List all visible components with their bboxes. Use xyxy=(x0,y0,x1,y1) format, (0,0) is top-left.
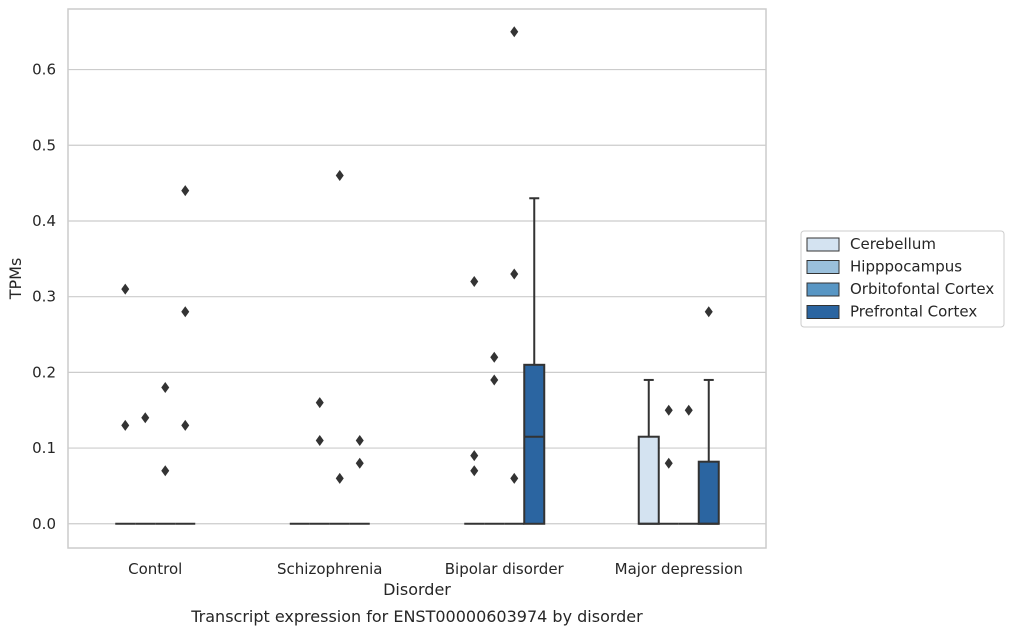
box-1-1 xyxy=(309,397,330,525)
outlier-point xyxy=(490,374,499,386)
box-body xyxy=(523,363,546,525)
outlier-point xyxy=(664,457,673,469)
outlier-point xyxy=(470,276,479,288)
plot-frame xyxy=(67,8,767,549)
y-tick-label: 0.5 xyxy=(32,136,56,154)
chart-caption: Transcript expression for ENST0000060397… xyxy=(190,607,643,626)
box-1-3 xyxy=(349,435,370,525)
outlier-point xyxy=(684,404,693,416)
outlier-point xyxy=(161,465,170,477)
outlier-point xyxy=(355,435,364,447)
box-2-3 xyxy=(523,197,546,525)
box-0-2 xyxy=(155,382,176,525)
box-2-2 xyxy=(504,26,525,525)
y-tick-label: 0.6 xyxy=(32,61,56,79)
box-2-0 xyxy=(464,276,485,525)
y-tick-labels: 0.0 0.1 0.2 0.3 0.4 0.5 0.6 xyxy=(32,61,56,533)
y-tick-label: 0.4 xyxy=(32,212,56,230)
outlier-point xyxy=(470,465,479,477)
box-3-1 xyxy=(658,404,679,525)
outlier-point xyxy=(315,397,324,409)
y-axis-title: TPMs xyxy=(6,258,25,301)
outlier-point xyxy=(141,412,150,424)
box-3-0 xyxy=(637,378,660,525)
outlier-point xyxy=(490,351,499,363)
legend: Cerebellum Hipppocampus Orbitofontal Corte… xyxy=(800,230,1005,328)
outlier-point xyxy=(664,404,673,416)
outlier-point xyxy=(355,457,364,469)
legend-swatch xyxy=(806,282,840,297)
legend-swatch xyxy=(806,260,840,274)
grid-lines xyxy=(68,68,766,525)
box-0-0 xyxy=(115,283,136,525)
box-plots xyxy=(115,26,720,525)
x-tick-labels: Control Schizophrenia Bipolar disorder Majo… xyxy=(128,560,743,578)
box-3-2 xyxy=(678,404,699,525)
y-tick-label: 0.0 xyxy=(32,515,56,533)
x-tick-label: Control xyxy=(128,560,182,578)
box-2-1 xyxy=(484,351,505,525)
legend-swatch xyxy=(806,305,840,319)
box-body xyxy=(637,435,660,525)
box-3-3 xyxy=(697,306,720,525)
legend-label: Hipppocampus xyxy=(850,258,962,276)
outlier-point xyxy=(510,472,519,484)
box-0-1 xyxy=(135,412,156,525)
legend-label: Cerebellum xyxy=(850,235,936,253)
legend-label: Orbitofontal Cortex xyxy=(850,280,994,298)
y-tick-label: 0.1 xyxy=(32,439,56,457)
outlier-point xyxy=(181,306,190,318)
outlier-point xyxy=(181,419,190,431)
outlier-point xyxy=(335,170,344,182)
outlier-point xyxy=(510,26,519,38)
outlier-point xyxy=(315,435,324,447)
box-0-3 xyxy=(175,185,196,525)
x-tick-label: Major depression xyxy=(615,560,743,578)
outlier-point xyxy=(510,268,519,280)
box-body xyxy=(697,460,720,525)
outlier-point xyxy=(335,472,344,484)
legend-label: Prefrontal Cortex xyxy=(850,303,977,321)
x-tick-label: Schizophrenia xyxy=(277,560,382,578)
x-axis-title: Disorder xyxy=(383,580,451,599)
legend-swatch xyxy=(806,237,840,252)
y-tick-label: 0.2 xyxy=(32,363,56,381)
outlier-point xyxy=(121,419,130,431)
outlier-point xyxy=(181,185,190,197)
box-1-2 xyxy=(329,170,350,525)
legend-frame xyxy=(800,230,1005,328)
outlier-point xyxy=(121,283,130,295)
outlier-point xyxy=(704,306,713,318)
y-tick-label: 0.3 xyxy=(32,288,56,306)
outlier-point xyxy=(470,450,479,462)
outlier-point xyxy=(161,382,170,394)
x-tick-label: Bipolar disorder xyxy=(445,560,565,578)
